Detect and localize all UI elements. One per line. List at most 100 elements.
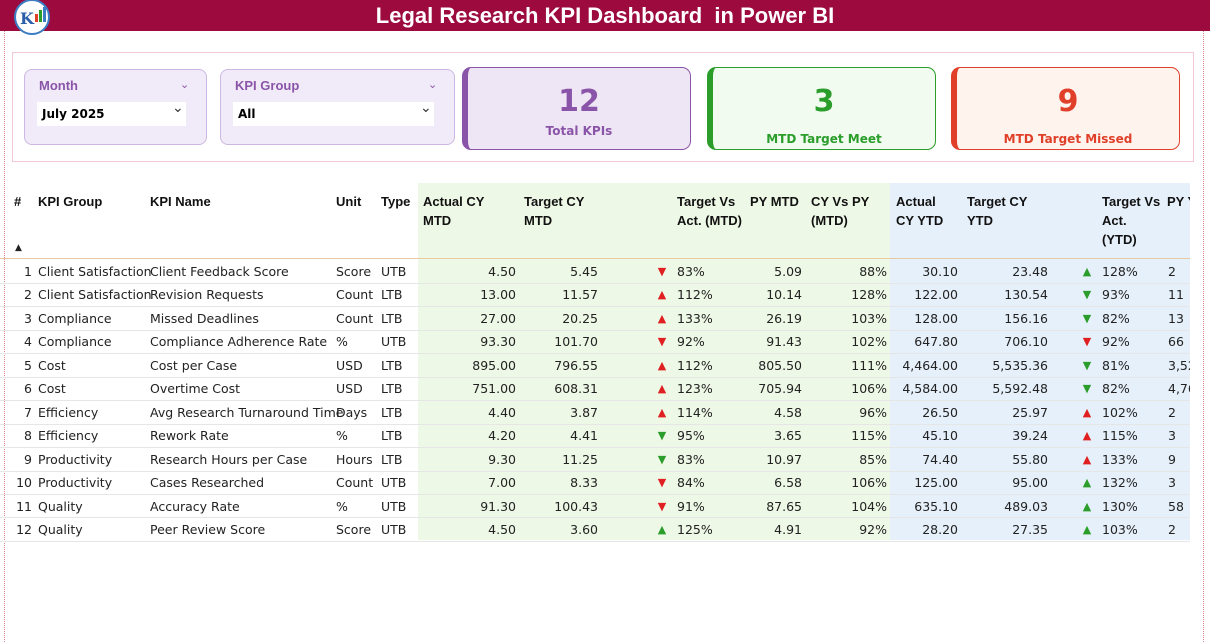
cell: 92% [677,334,705,350]
row-rule [0,423,1190,425]
cell: 4.58 [774,404,802,420]
cell: 4 [24,334,32,350]
cell: UTB [381,475,407,491]
cell: LTB [381,310,403,326]
status-arrow: ▼ [1082,382,1092,396]
cell: Compliance [38,310,112,326]
slicer[interactable]: KPI Group ⌄ All ⌄ [220,69,455,145]
cell: 30.10 [922,264,958,279]
cell: 104% [851,498,887,514]
slicer-value[interactable]: All [233,102,434,126]
cell: Cost [38,381,66,397]
cell: 3 [1168,428,1176,444]
logo: K [14,0,50,35]
kpi-card: 9 MTD Target Missed [951,67,1180,150]
cell: 23.48 [1012,264,1048,279]
status-arrow: ▼ [1082,311,1092,325]
cell: Count [336,475,374,491]
cell: 489.03 [1004,498,1048,514]
cell: 133% [677,310,713,326]
cell: LTB [381,381,403,397]
cell: 82% [1102,381,1130,397]
cell: 130.54 [1004,287,1048,303]
cell: 85% [859,451,887,467]
cell: 895.00 [472,357,516,373]
cell: Quality [38,498,83,514]
cell: Peer Review Score [150,521,266,537]
cell: 91.30 [480,498,516,514]
cell: 112% [677,357,713,373]
kpi-card: 12 Total KPIs [462,67,691,150]
cell: 92% [1102,334,1130,350]
cell: USD [336,357,363,373]
cell: 102% [1102,404,1138,420]
cell: UTB [381,264,407,279]
cell: 5,535.36 [992,357,1048,373]
column-header: Actual CY MTD [423,194,485,228]
cell: 11 [16,498,32,514]
cell: 106% [851,381,887,397]
status-arrow: ▲ [657,522,667,536]
cell: 635.10 [914,498,958,514]
column-header: Target CY YTD [967,194,1028,228]
slicer-value[interactable]: July 2025 [37,102,186,126]
column-header: Type [381,194,411,209]
cell: LTB [381,404,403,420]
cell: 125.00 [914,475,958,491]
status-arrow: ▲ [657,311,667,325]
status-arrow: ▼ [1082,358,1092,372]
cell: 84% [677,475,705,491]
cell: 83% [677,264,705,279]
cell: 123% [677,381,713,397]
cell: UTB [381,334,407,350]
cell: 93% [1102,287,1130,303]
cell: 26.19 [766,310,802,326]
cell: 608.31 [554,381,598,397]
cell: 112% [677,287,713,303]
row-rule [0,306,1190,308]
cell: UTB [381,498,407,514]
cell: 128% [1102,264,1138,279]
status-arrow: ▲ [657,405,667,419]
kpi-table: # KPI Group KPI Name Unit Type Actual CY MTD T… [0,183,1190,563]
cell: % [336,428,348,444]
cell: 74.40 [922,451,958,467]
cell: 10 [16,475,32,491]
cell: 796.55 [554,357,598,373]
cell: 647.80 [914,334,958,350]
cell: 4.40 [488,404,516,420]
cell: 55.80 [1012,451,1048,467]
cell: Research Hours per Case [150,451,308,467]
cell: 39.24 [1012,428,1048,444]
cell: UTB [381,521,407,537]
cell: Hours [336,451,373,467]
cell: 4.50 [488,264,516,279]
cell: Overtime Cost [150,381,241,397]
cell: 58 [1168,498,1184,514]
cell: 101.70 [554,334,598,350]
cell: 133% [1102,451,1138,467]
cell: 10.14 [766,287,802,303]
slicer[interactable]: Month ⌄ July 2025 ⌄ [24,69,207,145]
cell: 128% [851,287,887,303]
cell: Compliance [38,334,112,350]
cell: 114% [677,404,713,420]
cell: Missed Deadlines [150,310,259,326]
row-rule [0,353,1190,355]
cell: Count [336,287,374,303]
cell: % [336,498,348,514]
cell: 132% [1102,475,1138,491]
cell: 66 [1168,334,1184,350]
cell: 7.00 [488,475,516,491]
title: Legal Research KPI Dashboard in Power BI [375,3,835,28]
slicer-label: Month [39,78,78,93]
status-arrow: ▲ [1082,499,1092,513]
header-rule [0,258,1190,259]
cell: 93.30 [480,334,516,350]
cell: 125% [677,521,713,537]
header-bar [0,0,1210,31]
cell: 91% [677,498,705,514]
cell: 5,592.48 [992,381,1048,397]
cell: 95.00 [1012,475,1048,491]
